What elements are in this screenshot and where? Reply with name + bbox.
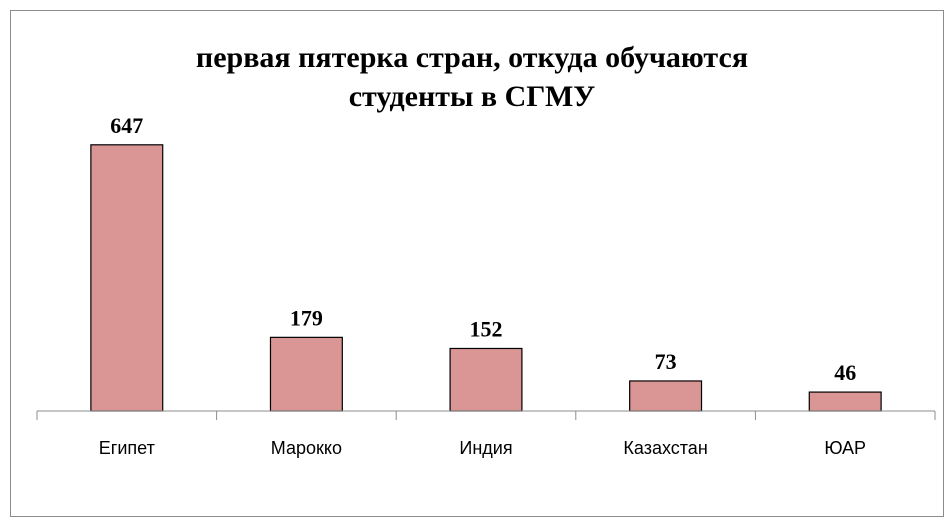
x-tick-label: Казахстан	[623, 438, 707, 458]
data-label: 647	[110, 113, 143, 138]
x-tick-label: Индия	[459, 438, 512, 458]
data-label: 46	[834, 360, 856, 385]
data-label: 73	[655, 349, 677, 374]
chart-border	[10, 10, 944, 517]
bar	[90, 144, 164, 412]
bar	[629, 380, 703, 412]
data-label: 179	[290, 305, 323, 330]
bar	[269, 336, 343, 412]
x-tick-label: Марокко	[271, 438, 342, 458]
x-tick-label: Египет	[99, 438, 155, 458]
bar	[449, 347, 523, 412]
x-tick-label: ЮАР	[824, 438, 866, 458]
bar	[808, 391, 882, 412]
data-label: 152	[470, 316, 503, 341]
chart-title: первая пятерка стран, откуда обучаются с…	[195, 41, 749, 113]
